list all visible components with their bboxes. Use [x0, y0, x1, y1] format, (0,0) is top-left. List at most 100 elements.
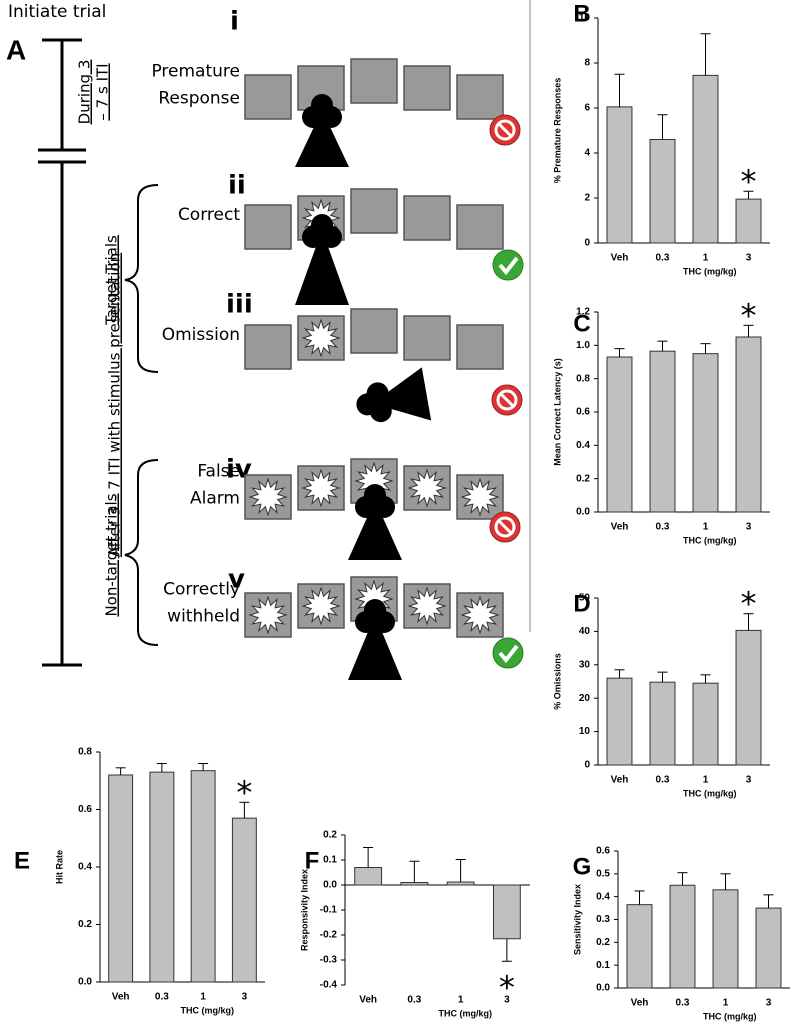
x-tick-label: Veh	[359, 995, 377, 1006]
x-tick-label: 1	[458, 995, 464, 1006]
row-label: Alarm	[190, 489, 240, 509]
row-numeral: v	[228, 565, 245, 595]
y-tick-label: 0.6	[576, 407, 590, 418]
y-tick-label: 0.4	[576, 440, 590, 451]
y-axis-title: % Premature Responses	[552, 78, 562, 184]
y-tick-label: 0.5	[596, 868, 610, 879]
mouse-icon	[348, 484, 402, 560]
mouse-body	[295, 110, 349, 167]
x-tick-label: 3	[746, 522, 752, 533]
x-tick-label: Veh	[112, 992, 130, 1003]
mouse-icon	[356, 367, 432, 423]
stimulus-light	[460, 595, 500, 635]
y-tick-label: 10	[579, 13, 591, 24]
x-tick-label: 3	[242, 992, 248, 1003]
braces	[124, 184, 159, 646]
y-tick-label: -0.4	[320, 980, 338, 991]
stimulus-hole	[350, 308, 398, 354]
x-tick-label: 1	[200, 992, 206, 1003]
no-icon	[489, 114, 521, 146]
row-numeral: i	[230, 7, 239, 37]
x-tick-label: Veh	[611, 775, 629, 786]
x-tick-label: 1	[723, 998, 729, 1009]
y-tick-label: 1.2	[576, 307, 590, 318]
row-numeral: iii	[226, 290, 253, 320]
panel-label: D	[573, 590, 590, 617]
bar	[190, 770, 216, 983]
y-tick-label: -0.1	[320, 905, 338, 916]
x-tick-label: Veh	[611, 253, 629, 264]
stimulus-light	[407, 586, 447, 626]
x-tick-label: 3	[766, 998, 772, 1009]
icon-bg	[492, 637, 524, 669]
bar	[606, 677, 633, 766]
panel-label: G	[573, 853, 592, 880]
stimulus-light	[301, 468, 341, 508]
y-tick-label: 10	[579, 726, 591, 737]
significance-marker: *	[741, 585, 757, 623]
row-label: False	[197, 462, 240, 482]
y-tick-label: 0.8	[78, 747, 92, 758]
stimulus-light	[301, 586, 341, 626]
timeline	[38, 38, 86, 667]
row-label: Premature	[151, 62, 240, 82]
bar	[108, 774, 134, 983]
bar	[692, 682, 719, 766]
y-tick-label: 0.0	[323, 880, 337, 891]
bar	[735, 629, 762, 766]
row-label: withheld	[167, 607, 240, 627]
no-icon	[489, 511, 521, 543]
mouse-body	[348, 500, 402, 560]
mouse-body	[348, 615, 402, 680]
group-label: Target Trials	[103, 235, 121, 326]
y-tick-label: 40	[579, 626, 591, 637]
mouse-head	[356, 393, 379, 416]
x-tick-label: Veh	[631, 998, 649, 1009]
phase-label: After 3 – 7 ITI with stimulus presentati…	[106, 253, 124, 557]
stimulus-light	[248, 477, 288, 517]
stimulus-hole	[244, 204, 292, 250]
x-tick-label: 0.3	[656, 522, 670, 533]
y-tick-label: 2	[584, 193, 590, 204]
y-tick-label: 0.3	[596, 914, 610, 925]
no-bar	[499, 392, 515, 408]
stimulus-hole	[244, 324, 292, 370]
stimulus-light	[248, 595, 288, 635]
x-tick-label: 3	[504, 995, 510, 1006]
x-axis-title: THC (mg/kg)	[683, 535, 737, 545]
mouse-head	[311, 94, 333, 116]
y-tick-label: 0.6	[78, 804, 92, 815]
x-tick-label: 3	[746, 775, 752, 786]
x-tick-label: 1	[703, 253, 709, 264]
stimulus-hole	[403, 65, 451, 111]
y-tick-label: 0.6	[596, 846, 610, 857]
panel-label: F	[305, 847, 320, 874]
stimulus-hole	[244, 74, 292, 120]
row-label: Correctly	[163, 580, 240, 600]
y-axis-title: % Omissions	[552, 653, 562, 710]
significance-marker: *	[236, 773, 252, 811]
mouse-icon	[295, 214, 349, 305]
phase-label: During 3	[76, 60, 94, 125]
diagram-title: Initiate trial	[8, 2, 106, 22]
bar	[649, 681, 676, 766]
panel-label: B	[573, 0, 590, 27]
y-tick-label: 0.2	[576, 473, 590, 484]
y-tick-label: 0.2	[596, 937, 610, 948]
check-icon	[492, 637, 524, 669]
bar	[735, 336, 762, 513]
stimulus-light	[407, 468, 447, 508]
y-tick-label: 0	[584, 760, 590, 771]
row-label: Omission	[162, 325, 240, 345]
y-axis-title: Responsivity Index	[299, 869, 309, 951]
y-tick-label: 8	[584, 58, 590, 69]
stimulus-hole	[350, 188, 398, 234]
panel-label: C	[573, 310, 590, 337]
stimulus-hole	[456, 74, 504, 120]
significance-marker: *	[741, 296, 757, 334]
bar	[692, 74, 719, 244]
x-tick-label: 0.3	[155, 992, 169, 1003]
y-tick-label: -0.2	[320, 930, 338, 941]
